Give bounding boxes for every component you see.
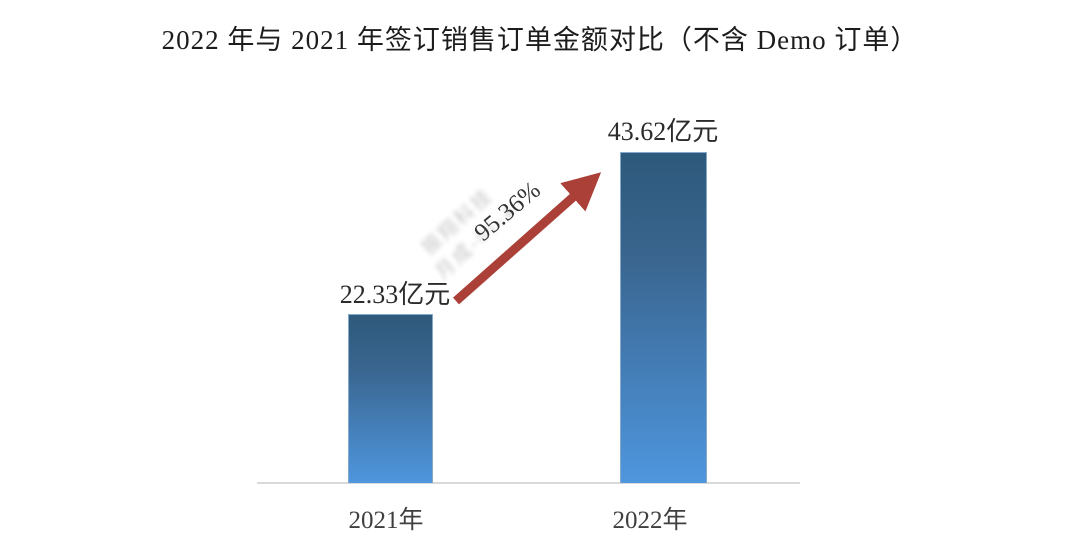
bar-2022: [620, 152, 707, 483]
value-label-2021: 22.33亿元: [339, 280, 451, 309]
x-tick-2021: 2021年: [348, 507, 424, 534]
chart-title: 2022 年与 2021 年签订销售订单金额对比（不含 Demo 订单）: [161, 25, 919, 55]
x-tick-2022: 2022年: [612, 507, 688, 534]
bar-2021: [348, 314, 433, 483]
x-axis-line: [257, 482, 800, 484]
value-label-2022: 43.62亿元: [607, 117, 719, 146]
growth-percent-label: 95.36%: [469, 176, 546, 247]
